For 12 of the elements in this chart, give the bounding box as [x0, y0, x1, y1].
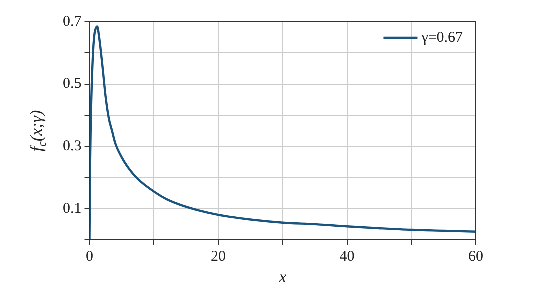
y-axis-title: fc(x;γ)	[27, 110, 49, 152]
y-tick-label: 0.1	[63, 200, 82, 217]
y-tick-label: 0.7	[63, 14, 82, 30]
x-tick-label: 0	[86, 248, 94, 265]
x-tick-label: 40	[340, 248, 355, 265]
y-tick-label: 0.5	[63, 76, 82, 92]
x-tick-label: 60	[468, 248, 484, 265]
x-axis-title: x	[278, 267, 288, 286]
line-series	[90, 26, 476, 240]
legend-label: γ=0.67	[420, 30, 464, 46]
y-tick-label: 0.3	[63, 138, 82, 155]
x-tick-label: 20	[211, 248, 226, 265]
